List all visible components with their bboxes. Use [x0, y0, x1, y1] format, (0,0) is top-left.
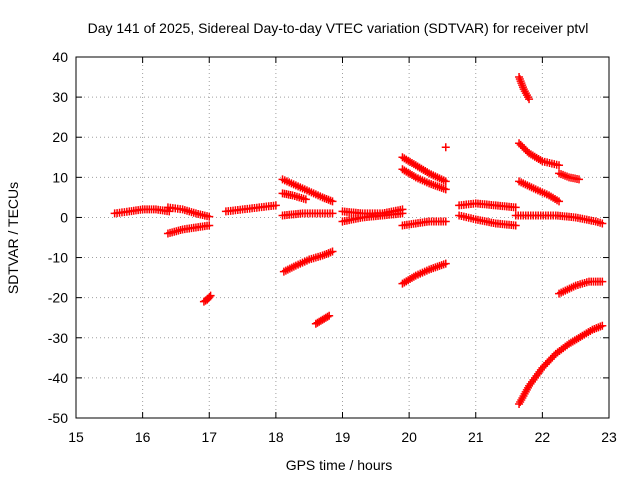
- series-arc-18: [455, 199, 520, 212]
- series-arc-12: [338, 209, 407, 226]
- data-point: [441, 185, 450, 194]
- data-point: [323, 312, 332, 321]
- series-arc-5: [221, 201, 280, 216]
- data-point: [325, 311, 334, 320]
- series-arc-15: [441, 143, 450, 152]
- data-point: [205, 292, 214, 301]
- x-tick-label: 23: [601, 429, 617, 445]
- series-arc-23: [515, 177, 564, 206]
- series-arc-6: [278, 175, 337, 206]
- data-point: [555, 197, 564, 206]
- data-point: [205, 221, 214, 230]
- series-arc-14: [398, 165, 450, 194]
- series-arc-21: [515, 139, 564, 170]
- x-tick-label: 18: [268, 429, 284, 445]
- x-axis-title: GPS time / hours: [286, 457, 393, 473]
- series-arc-22: [555, 169, 584, 184]
- series-arc-16: [398, 217, 450, 230]
- x-tick-label: 22: [535, 429, 551, 445]
- data-point: [441, 143, 450, 152]
- y-axis-title: SDTVAR / TECUs: [5, 182, 21, 294]
- x-tick-label: 21: [468, 429, 484, 445]
- y-tick-label: -10: [48, 250, 68, 266]
- series-arc-20: [515, 73, 534, 104]
- x-tick-label: 17: [201, 429, 217, 445]
- y-tick-label: -50: [48, 410, 68, 426]
- data-point: [328, 209, 337, 218]
- y-tick-label: 10: [52, 169, 68, 185]
- data-point: [555, 161, 564, 170]
- series-arc-7: [278, 189, 310, 204]
- data-point: [598, 219, 607, 228]
- grid: [76, 57, 609, 418]
- data-point: [409, 272, 418, 281]
- series-arc-3: [163, 221, 214, 238]
- series-arc-25: [555, 277, 607, 298]
- axis-ticks: 15 16 17 18 19 20 21 22 23 40 30 20 10 0 -10 -20 -30 -40 -…: [48, 49, 617, 445]
- series-arc-26: [515, 321, 607, 408]
- data-point: [441, 217, 450, 226]
- series-arc-19: [455, 211, 520, 230]
- series-arc-9: [279, 247, 337, 276]
- data-point: [598, 277, 607, 286]
- data-point: [398, 209, 407, 218]
- y-tick-label: 20: [52, 129, 68, 145]
- x-tick-label: 15: [68, 429, 84, 445]
- series-arc-2: [163, 203, 214, 221]
- series-arc-4: [199, 291, 215, 306]
- x-tick-label: 16: [135, 429, 151, 445]
- data-point: [301, 195, 310, 204]
- data-point: [328, 247, 337, 256]
- data-point: [206, 291, 215, 300]
- y-tick-label: -20: [48, 290, 68, 306]
- x-tick-label: 20: [401, 429, 417, 445]
- data-points: [110, 73, 607, 408]
- series-arc-24: [511, 211, 607, 228]
- data-point: [575, 175, 584, 184]
- chart-title: Day 141 of 2025, Sidereal Day-to-day VTE…: [88, 20, 589, 36]
- series-arc-8: [278, 209, 337, 220]
- y-tick-label: 30: [52, 89, 68, 105]
- data-point: [441, 259, 450, 268]
- data-point: [271, 201, 280, 210]
- series-arc-13: [398, 153, 450, 186]
- data-point: [328, 197, 337, 206]
- series-arc-17: [398, 259, 450, 288]
- data-point: [511, 221, 520, 230]
- series-arc-10: [311, 311, 334, 328]
- series-arc-1: [110, 205, 174, 218]
- data-point: [598, 321, 607, 330]
- data-point: [205, 212, 214, 221]
- data-point: [536, 156, 545, 165]
- y-tick-label: -30: [48, 330, 68, 346]
- data-point: [511, 203, 520, 212]
- data-point: [409, 172, 418, 181]
- y-tick-label: -40: [48, 370, 68, 386]
- x-tick-label: 19: [335, 429, 351, 445]
- y-tick-label: 40: [52, 49, 68, 65]
- data-point: [441, 177, 450, 186]
- y-tick-label: 0: [60, 209, 68, 225]
- data-point: [525, 95, 534, 104]
